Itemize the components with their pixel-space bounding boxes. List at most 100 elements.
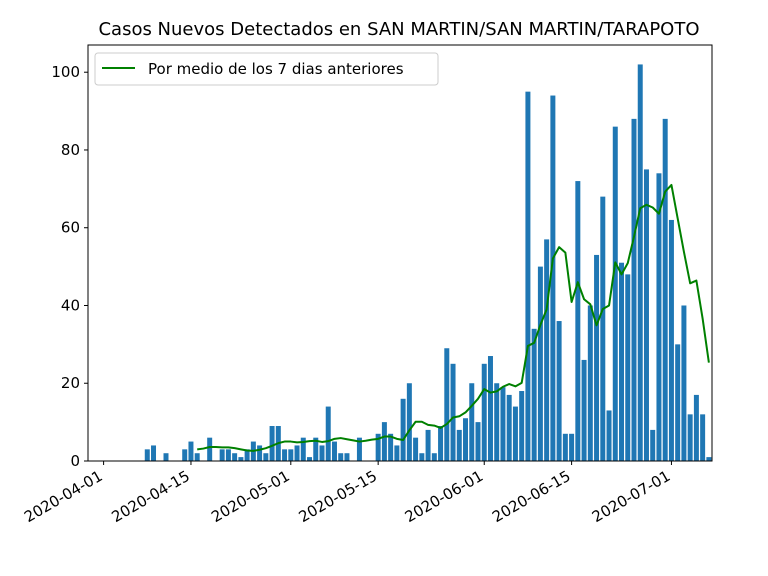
- bar: [338, 453, 344, 461]
- bar: [606, 410, 612, 461]
- bar: [257, 445, 263, 461]
- x-tick-label: 2020-04-01: [21, 467, 106, 526]
- bar: [600, 196, 606, 461]
- bar: [481, 363, 487, 461]
- bar: [668, 219, 674, 461]
- bar: [431, 453, 437, 461]
- bar: [238, 457, 244, 461]
- bar: [463, 418, 469, 461]
- bar: [625, 274, 631, 461]
- bar: [419, 453, 425, 461]
- bar: [500, 387, 506, 461]
- bar: [219, 449, 225, 461]
- bar: [400, 398, 406, 461]
- bar: [494, 383, 500, 461]
- bar: [706, 457, 712, 461]
- bar: [444, 348, 450, 461]
- bar: [388, 433, 394, 461]
- bar: [313, 437, 319, 461]
- bar: [244, 449, 250, 461]
- bar: [569, 433, 575, 461]
- x-tick-label: 2020-06-01: [402, 467, 487, 526]
- bar: [612, 126, 618, 461]
- bar: [263, 453, 269, 461]
- bar: [512, 406, 518, 461]
- bar: [519, 391, 525, 461]
- legend: Por medio de los 7 dias anteriores: [94, 52, 439, 86]
- bar: [294, 445, 300, 461]
- bar: [288, 449, 294, 461]
- bar: [619, 262, 625, 461]
- bar: [475, 422, 481, 461]
- bar-series: [144, 64, 712, 462]
- bar: [487, 356, 493, 461]
- bar: [232, 453, 238, 461]
- bar: [562, 433, 568, 461]
- bar: [207, 437, 213, 461]
- x-tick-label: 2020-05-15: [296, 467, 381, 526]
- legend-box: [94, 52, 439, 86]
- bar: [693, 394, 699, 461]
- y-tick-label: 80: [61, 141, 80, 159]
- bar: [643, 169, 649, 461]
- bar: [375, 433, 381, 461]
- bar: [469, 383, 475, 461]
- moving-average-line: [197, 183, 710, 452]
- x-tick-label: 2020-05-01: [208, 467, 293, 526]
- y-tick-label: 100: [51, 63, 80, 81]
- bar: [438, 426, 444, 461]
- bar: [394, 445, 400, 461]
- bar: [631, 118, 637, 462]
- bar: [344, 453, 350, 461]
- y-tick-label: 20: [61, 374, 80, 392]
- bar: [531, 328, 537, 461]
- bar: [650, 429, 656, 461]
- bar: [188, 441, 194, 461]
- bar: [544, 239, 550, 461]
- bar: [506, 394, 512, 461]
- bar: [300, 437, 306, 461]
- bar: [413, 437, 419, 461]
- bar: [325, 406, 331, 461]
- bar: [594, 254, 600, 461]
- bar: [406, 383, 412, 461]
- bar: [269, 426, 275, 461]
- bar: [581, 359, 587, 461]
- bar: [656, 173, 662, 462]
- x-tick-label: 2020-06-15: [489, 467, 574, 526]
- bar: [319, 445, 325, 461]
- bar: [681, 305, 687, 461]
- bar: [537, 266, 543, 461]
- x-tick-label: 2020-07-01: [589, 467, 674, 526]
- bar: [425, 429, 431, 461]
- bar: [575, 181, 581, 461]
- bar: [356, 437, 362, 461]
- moving-average-series: [197, 183, 710, 452]
- bar: [456, 429, 462, 461]
- bar: [163, 453, 169, 461]
- y-tick-label: 0: [70, 452, 80, 470]
- bar: [525, 91, 531, 462]
- chart-title: Casos Nuevos Detectados en SAN MARTIN/SA…: [98, 19, 699, 40]
- bar: [331, 441, 337, 461]
- bar: [687, 414, 693, 461]
- bar: [307, 457, 313, 461]
- bar: [194, 453, 200, 461]
- y-tick-label: 60: [61, 219, 80, 237]
- plot-frame: [87, 44, 713, 462]
- bar: [587, 305, 593, 461]
- bar: [282, 449, 288, 461]
- bar: [675, 344, 681, 461]
- bar: [662, 118, 668, 462]
- bar: [381, 422, 387, 461]
- bar: [700, 414, 706, 461]
- bar: [450, 363, 456, 461]
- legend-label: Por medio de los 7 dias anteriores: [148, 60, 404, 78]
- y-axis: 0 20 40 60 80 100: [51, 63, 88, 470]
- bar: [151, 445, 157, 461]
- x-axis: 2020-04-01 2020-04-15 2020-05-01 2020-05-15…: [21, 461, 673, 526]
- bar: [556, 321, 562, 461]
- x-tick-label: 2020-04-15: [108, 467, 193, 526]
- bar: [144, 449, 150, 461]
